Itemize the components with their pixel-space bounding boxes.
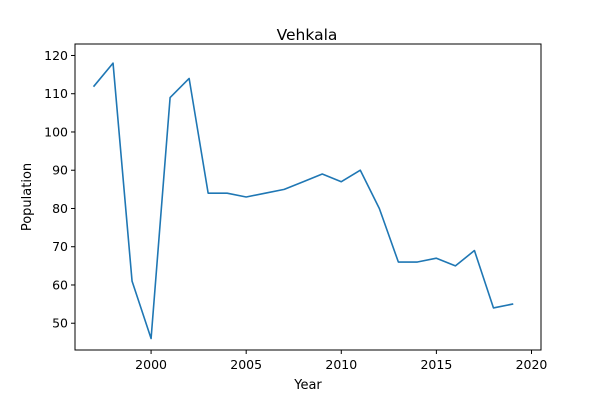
y-tick-label: 80 (52, 201, 68, 216)
x-tick-label: 2000 (135, 357, 167, 372)
x-axis-label: Year (293, 378, 322, 393)
y-tick-label: 120 (44, 48, 68, 63)
x-tick-label: 2015 (420, 357, 452, 372)
chart-title: Vehkala (277, 26, 338, 44)
x-tick-label: 2005 (230, 357, 262, 372)
y-tick-label: 60 (52, 277, 68, 292)
plot-frame (74, 43, 542, 351)
y-tick-label: 90 (52, 163, 68, 178)
x-tick-label: 2010 (325, 357, 357, 372)
y-tick-label: 110 (44, 86, 68, 101)
x-tick-label: 2020 (516, 357, 548, 372)
y-tick-label: 50 (52, 316, 68, 331)
y-axis-label: Population (20, 163, 35, 231)
y-tick-label: 70 (52, 239, 68, 254)
series-line-0 (92, 62, 514, 340)
y-tick-label: 100 (44, 124, 68, 139)
